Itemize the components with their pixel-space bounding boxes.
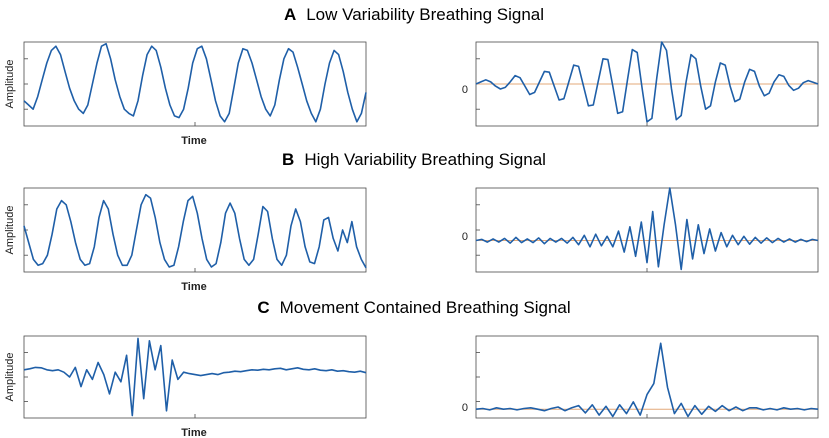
left-axes-a: Amplitude Time [4,41,367,147]
x-axis-label-a: Time [181,135,206,147]
signal-line-a-right [475,41,819,123]
x-axis-label-c: Time [181,427,206,438]
zero-label-c: 0 [462,402,468,414]
signal-line-a-left [23,42,367,123]
left-axes-b: Amplitude Time [4,187,367,293]
left-axes-c: Amplitude Time [4,335,367,438]
signal-line-b-right [475,187,819,271]
signal-line-b-left [23,193,367,269]
zero-label-a: 0 [462,84,468,96]
zero-label-b: 0 [462,231,468,243]
y-axis-label-a: Amplitude [4,60,16,109]
y-axis-label-b: Amplitude [4,206,16,255]
right-axes-c: 0 [462,335,819,419]
panel-title-c: C Movement Contained Breathing Signal [257,298,570,317]
panel-title-b: B High Variability Breathing Signal [282,150,546,169]
signal-line-c-right [475,342,819,418]
x-axis-label-b: Time [181,281,206,293]
signal-line-c-left [23,337,367,417]
panel-title-a: A Low Variability Breathing Signal [284,5,544,24]
y-axis-label-c: Amplitude [4,353,16,402]
